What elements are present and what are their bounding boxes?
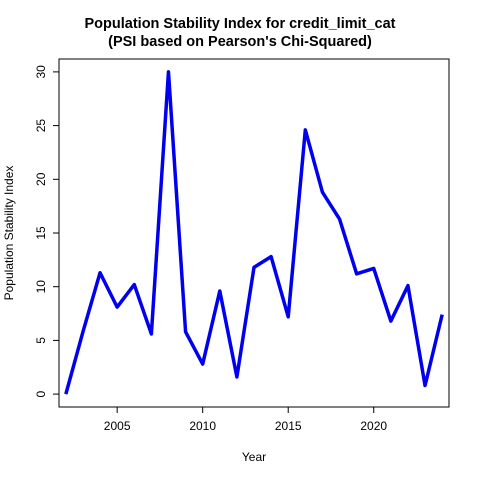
- x-axis: 2005 2010 2015 2020: [104, 407, 387, 433]
- y-tick-label: 5: [34, 337, 48, 344]
- y-axis: 0 5 10 15 20 25 30: [34, 65, 59, 397]
- y-axis-label: Population Stability Index: [2, 166, 16, 301]
- chart-subtitle: (PSI based on Pearson's Chi-Squared): [108, 34, 372, 50]
- chart-title: Population Stability Index for credit_li…: [85, 16, 396, 32]
- x-tick-label: 2010: [189, 419, 216, 433]
- x-tick-label: 2005: [104, 419, 131, 433]
- y-tick-label: 10: [34, 280, 48, 294]
- plot-frame: [58, 58, 450, 408]
- x-axis-label: Year: [242, 450, 266, 464]
- y-tick-label: 30: [34, 65, 48, 79]
- y-tick-label: 20: [34, 172, 48, 186]
- y-tick-label: 0: [34, 390, 48, 397]
- x-tick-label: 2015: [275, 419, 302, 433]
- y-tick-label: 15: [34, 226, 48, 240]
- x-tick-label: 2020: [360, 419, 387, 433]
- series-layer: [64, 70, 444, 395]
- series-line: [64, 70, 444, 395]
- y-tick-label: 25: [34, 119, 48, 133]
